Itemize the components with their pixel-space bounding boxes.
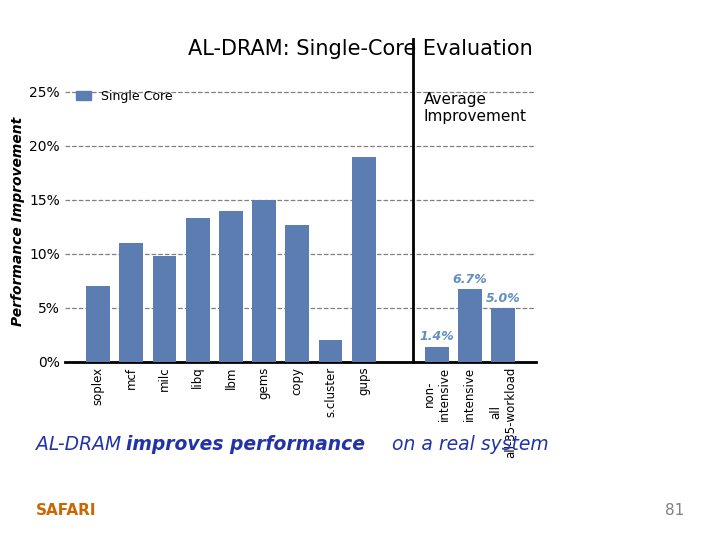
Text: AL-DRAM: Single-Core Evaluation: AL-DRAM: Single-Core Evaluation	[188, 39, 532, 59]
Text: 1.4%: 1.4%	[419, 330, 454, 343]
Bar	[351, 157, 376, 362]
Bar	[425, 347, 449, 362]
Text: 81: 81	[665, 503, 684, 518]
Bar	[153, 256, 176, 362]
Y-axis label: Performance Improvement: Performance Improvement	[11, 117, 25, 326]
Text: improves performance: improves performance	[126, 435, 365, 454]
Bar	[318, 340, 343, 362]
Text: 6.7%: 6.7%	[452, 273, 487, 286]
Bar	[491, 308, 515, 362]
Bar	[120, 243, 143, 362]
Text: Average
Improvement: Average Improvement	[423, 92, 526, 124]
Bar	[219, 211, 243, 362]
Bar	[285, 225, 309, 362]
Bar	[252, 200, 276, 362]
Text: 5.0%: 5.0%	[486, 292, 521, 305]
Bar	[86, 286, 110, 362]
Legend: Single Core: Single Core	[76, 90, 172, 103]
Bar	[186, 218, 210, 362]
Text: on a real system: on a real system	[392, 435, 549, 454]
Bar	[458, 289, 482, 362]
Text: AL-DRAM: AL-DRAM	[36, 435, 127, 454]
Text: SAFARI: SAFARI	[36, 503, 96, 518]
